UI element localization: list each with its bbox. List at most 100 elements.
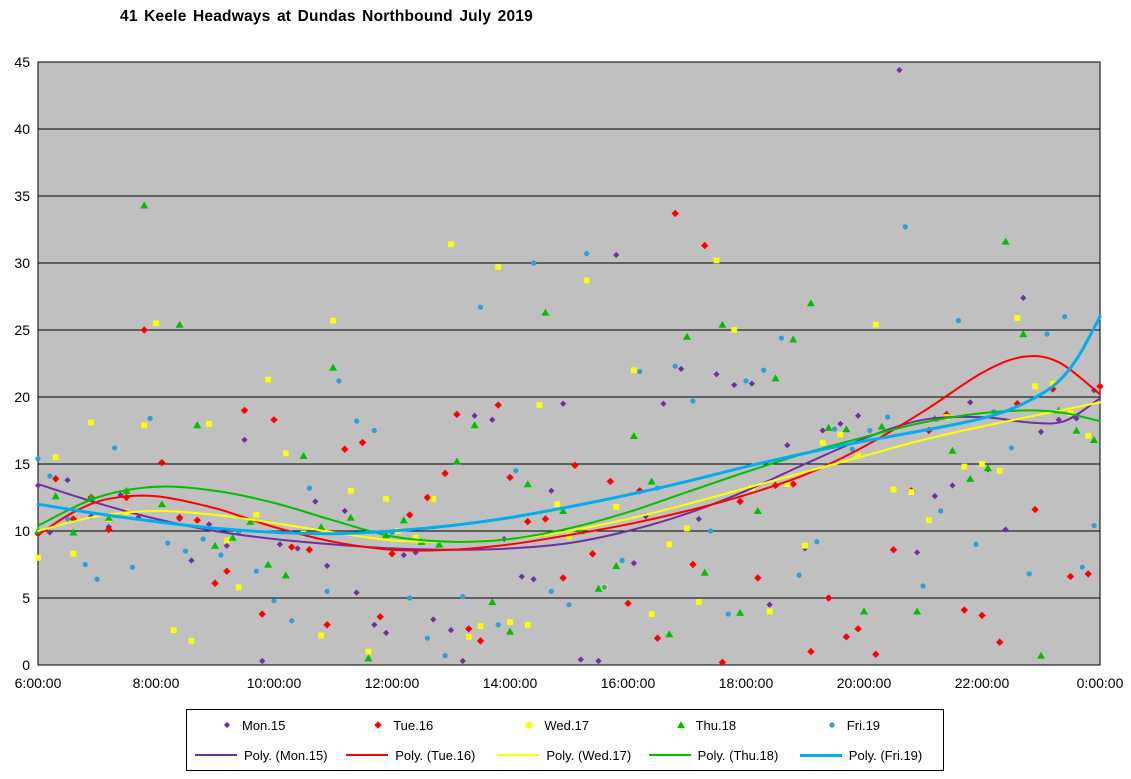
- legend-label: Poly. (Thu.18): [697, 747, 779, 763]
- scatter-point: [967, 399, 974, 406]
- scatter-point: [966, 474, 975, 482]
- scatter-point: [676, 721, 685, 729]
- trend-line: [37, 401, 1101, 543]
- scatter-point: [571, 461, 579, 470]
- scatter-point: [453, 410, 461, 419]
- scatter-point: [1067, 410, 1074, 416]
- scatter-point: [671, 209, 679, 218]
- scatter-point: [708, 528, 714, 534]
- scatter-point: [771, 374, 780, 382]
- x-axis-label: 8:00:00: [133, 675, 180, 691]
- trend-line: [37, 354, 1101, 552]
- scatter-point: [112, 445, 118, 451]
- scatter-point: [601, 584, 608, 590]
- scatter-point: [448, 241, 454, 248]
- scatter-point: [736, 608, 745, 616]
- scatter-point: [629, 431, 638, 439]
- scatter-point: [653, 634, 662, 642]
- scatter-point: [371, 621, 378, 628]
- scatter-point: [271, 598, 277, 604]
- scatter-point: [961, 463, 968, 470]
- legend-label: Mon.15: [242, 717, 286, 733]
- legend-item-poly-tue16: Poly. (Tue.16): [338, 740, 489, 770]
- scatter-point: [526, 722, 533, 728]
- scatter-point: [784, 481, 791, 487]
- scatter-point: [983, 464, 992, 472]
- scatter-point: [35, 554, 41, 561]
- y-axis-label: 30: [14, 255, 30, 271]
- legend-item-poly-mon15: Poly. (Mon.15): [187, 740, 338, 770]
- scatter-point: [789, 335, 798, 343]
- plot-area: 0 5 10 15 20 25 30 35 40 45 6:00:00 8:00:00 10:00:00…: [14, 54, 1123, 691]
- scatter-point: [105, 525, 113, 534]
- scatter-point: [1079, 564, 1085, 570]
- scatter-point: [842, 633, 850, 641]
- scatter-point: [612, 561, 621, 569]
- fri19-marker-icon: [824, 718, 840, 732]
- scatter-point: [388, 550, 396, 558]
- tue16-marker-icon: [370, 718, 386, 732]
- scatter-point: [330, 317, 336, 324]
- scatter-point: [885, 414, 891, 420]
- scatter-point: [778, 335, 785, 341]
- scatter-point: [465, 625, 473, 633]
- trend-line: [37, 409, 1101, 543]
- y-axis-label: 45: [14, 54, 30, 70]
- scatter-point: [329, 363, 337, 371]
- scatter-point: [442, 653, 448, 659]
- scatter-point: [978, 611, 986, 620]
- scatter-point: [624, 599, 632, 608]
- scatter-point: [407, 595, 413, 601]
- scatter-point: [165, 540, 171, 546]
- scatter-point: [323, 621, 331, 629]
- scatter-point: [223, 721, 231, 729]
- scatter-point: [613, 251, 620, 259]
- legend-label: Poly. (Mon.15): [244, 747, 328, 763]
- scatter-point: [713, 371, 720, 378]
- scatter-point: [524, 621, 531, 628]
- scatter-point: [872, 650, 880, 658]
- scatter-point: [690, 398, 696, 404]
- y-axis-label: 0: [22, 657, 30, 673]
- y-axis-label: 10: [14, 523, 30, 539]
- scatter-point: [1085, 432, 1092, 439]
- legend-item-thu18: Thu.18: [641, 710, 792, 740]
- scatter-point: [70, 550, 77, 557]
- y-axis-label: 15: [14, 456, 30, 472]
- scatter-point: [1049, 380, 1056, 387]
- scatter-point: [399, 516, 408, 524]
- poly-fri19-line-icon: [799, 753, 842, 757]
- poly-tue16-line-icon: [346, 754, 389, 756]
- scatter-point: [695, 515, 702, 523]
- scatter-point: [371, 427, 377, 434]
- scatter-point: [324, 562, 331, 569]
- scatter-point: [452, 457, 461, 465]
- scatter-point: [731, 381, 738, 389]
- scatter-point: [64, 516, 71, 522]
- scatter-point: [642, 513, 649, 520]
- scatter-point: [253, 512, 260, 518]
- scatter-point: [743, 378, 749, 384]
- scatter-point: [270, 416, 278, 424]
- scatter-point: [890, 486, 897, 493]
- scatter-point: [412, 549, 419, 556]
- scatter-point: [684, 525, 690, 532]
- scatter-point: [872, 321, 879, 328]
- scatter-point: [235, 584, 242, 591]
- scatter-point: [606, 477, 614, 486]
- thu18-marker-icon: [673, 718, 689, 732]
- scatter-point: [672, 363, 678, 369]
- trend-line: [37, 397, 1101, 551]
- scatter-point: [430, 616, 437, 623]
- scatter-point: [288, 543, 296, 551]
- scatter-point: [796, 572, 802, 578]
- scatter-point: [223, 537, 230, 544]
- scatter-point: [188, 637, 195, 644]
- scatter-point: [678, 365, 685, 372]
- scatter-point: [188, 557, 195, 564]
- scatter-point: [619, 557, 625, 564]
- scatter-point: [470, 421, 479, 429]
- scatter-point: [713, 257, 720, 264]
- y-axis-label: 20: [14, 389, 30, 405]
- scatter-point: [577, 656, 584, 663]
